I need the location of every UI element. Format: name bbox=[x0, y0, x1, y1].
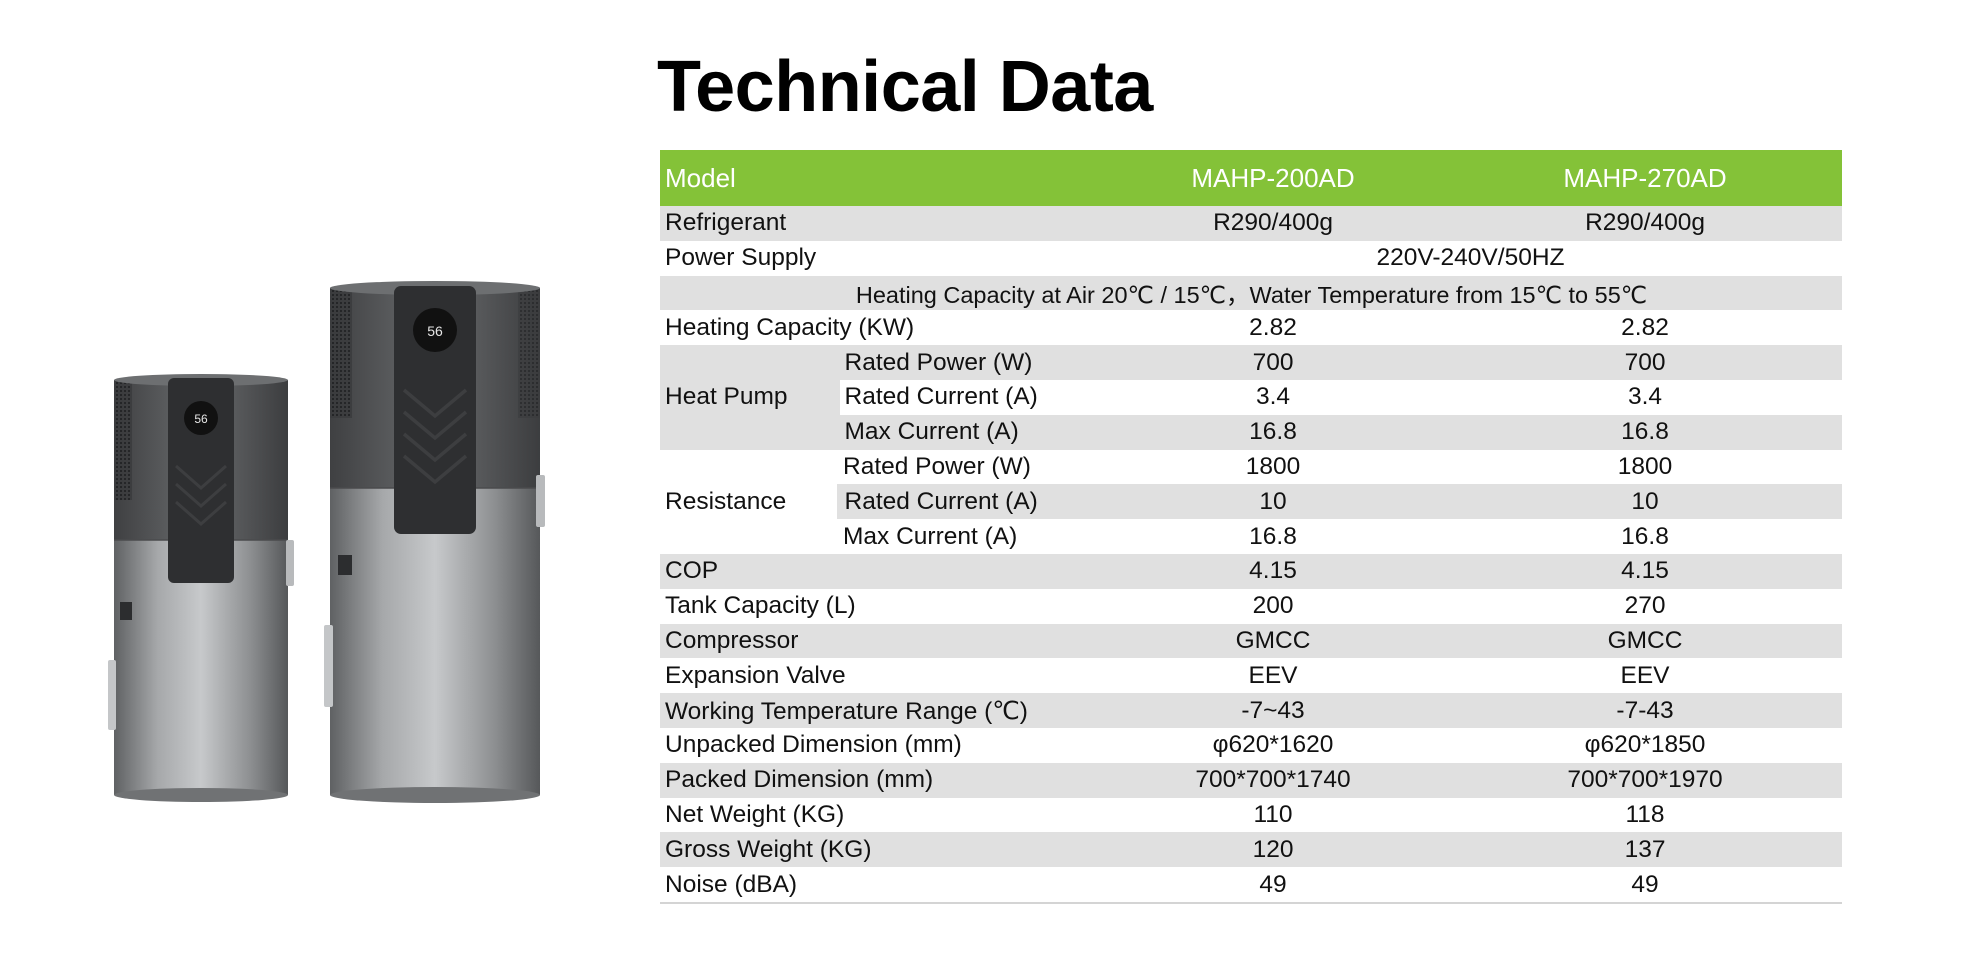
row-value-col1: EEV bbox=[1098, 658, 1448, 694]
table-row: Power Supply 220V-240V/50HZ bbox=[660, 240, 1843, 276]
row-label: Noise (dBA) bbox=[660, 867, 1099, 904]
table-row: Net Weight (KG) 110 118 bbox=[660, 797, 1843, 833]
row-value-col2: EEV bbox=[1447, 658, 1843, 694]
table-row: Heating Capacity (KW) 2.82 2.82 bbox=[660, 310, 1843, 346]
row-value-col1: GMCC bbox=[1098, 623, 1448, 659]
table-row: Heat Pump Rated Power (W) 700 700 bbox=[660, 345, 1843, 450]
heating-condition-note: Heating Capacity at Air 20℃ / 15℃，Water … bbox=[660, 275, 1843, 311]
row-value-col2: 49 bbox=[1447, 867, 1843, 904]
large-unit: 56 bbox=[324, 281, 545, 803]
small-unit-display-reading: 56 bbox=[194, 412, 208, 426]
row-value-col1: 2.82 bbox=[1098, 310, 1448, 346]
row-value-col1: 1800 bbox=[1098, 449, 1448, 485]
sub-row-label: Max Current (A) bbox=[838, 519, 1099, 554]
sub-row-label: Rated Power (W) bbox=[836, 345, 1099, 380]
row-value-col2: φ620*1850 bbox=[1447, 727, 1843, 763]
row-value-col1: 16.8 bbox=[1098, 519, 1448, 554]
row-value-col2: GMCC bbox=[1447, 623, 1843, 659]
table-row: Working Temperature Range (℃) -7~43 -7-4… bbox=[660, 693, 1843, 728]
row-label: Tank Capacity (L) bbox=[660, 588, 1099, 624]
row-value-col1: 16.8 bbox=[1098, 414, 1448, 450]
row-label: Power Supply bbox=[660, 240, 1099, 276]
header-model-270ad: MAHP-270AD bbox=[1447, 150, 1843, 206]
header-model-label: Model bbox=[660, 150, 1099, 206]
row-value-col2: 137 bbox=[1447, 832, 1843, 868]
row-value-col1: R290/400g bbox=[1098, 206, 1448, 241]
row-value-col1: 4.15 bbox=[1098, 553, 1448, 589]
technical-data-table: Model MAHP-200AD MAHP-270AD Refrigerant … bbox=[660, 150, 1843, 904]
row-value-col2: -7-43 bbox=[1447, 693, 1843, 728]
row-value-col1: φ620*1620 bbox=[1098, 727, 1448, 763]
table-row: Packed Dimension (mm) 700*700*1740 700*7… bbox=[660, 762, 1843, 798]
table-row: Rated Current (A) 10 10 bbox=[660, 484, 1843, 520]
row-value-col1: 120 bbox=[1098, 832, 1448, 868]
row-value-col1: 700 bbox=[1098, 345, 1448, 380]
table-header-row: Model MAHP-200AD MAHP-270AD bbox=[660, 150, 1843, 206]
table-row: Noise (dBA) 49 49 bbox=[660, 867, 1843, 904]
group-label-heat-pump: Heat Pump bbox=[660, 345, 838, 450]
row-value-col1: 200 bbox=[1098, 588, 1448, 624]
table-row: Max Current (A) 16.8 16.8 bbox=[660, 519, 1843, 554]
table-row: Gross Weight (KG) 120 137 bbox=[660, 832, 1843, 868]
sub-row-label: Rated Current (A) bbox=[836, 484, 1099, 520]
row-label: COP bbox=[660, 553, 1099, 589]
row-value-col1: 10 bbox=[1098, 484, 1448, 520]
row-label: Heating Capacity (KW) bbox=[660, 310, 1099, 346]
row-label: Compressor bbox=[660, 623, 1099, 659]
row-label: Gross Weight (KG) bbox=[660, 832, 1099, 868]
row-value-col1: 110 bbox=[1098, 797, 1448, 833]
table-row: Resistance Rated Power (W) 1800 1800 bbox=[660, 449, 1843, 554]
table-note-row: Heating Capacity at Air 20℃ / 15℃，Water … bbox=[660, 275, 1843, 311]
table-row: Rated Current (A) 3.4 3.4 bbox=[660, 379, 1843, 415]
group-label-resistance: Resistance bbox=[660, 449, 838, 554]
row-value-col1: -7~43 bbox=[1098, 693, 1448, 728]
row-label: Working Temperature Range (℃) bbox=[660, 693, 1099, 728]
heat-pump-units-illustration: 56 56 bbox=[108, 281, 545, 803]
row-value-col2: 16.8 bbox=[1447, 519, 1843, 554]
row-value-col2: 1800 bbox=[1447, 449, 1843, 485]
row-value-col2: 118 bbox=[1447, 797, 1843, 833]
row-value-col2: 2.82 bbox=[1447, 310, 1843, 346]
row-label: Unpacked Dimension (mm) bbox=[660, 727, 1099, 763]
row-value-col1: 700*700*1740 bbox=[1098, 762, 1448, 798]
row-value-col2: R290/400g bbox=[1447, 206, 1843, 241]
row-value-col1: 3.4 bbox=[1098, 379, 1448, 415]
header-model-200ad: MAHP-200AD bbox=[1098, 150, 1448, 206]
table-row: Compressor GMCC GMCC bbox=[660, 623, 1843, 659]
row-value-col1: 49 bbox=[1098, 867, 1448, 904]
table-row: COP 4.15 4.15 bbox=[660, 553, 1843, 589]
row-value-col2: 10 bbox=[1447, 484, 1843, 520]
row-label: Expansion Valve bbox=[660, 658, 1099, 694]
row-value-col2: 700*700*1970 bbox=[1447, 762, 1843, 798]
row-value-col2: 700 bbox=[1447, 345, 1843, 380]
row-value-col2: 16.8 bbox=[1447, 414, 1843, 450]
row-value-col2: 4.15 bbox=[1447, 553, 1843, 589]
table-row: Tank Capacity (L) 200 270 bbox=[660, 588, 1843, 624]
page-title: Technical Data bbox=[657, 47, 1153, 127]
table-row: Expansion Valve EEV EEV bbox=[660, 658, 1843, 694]
table-row: Refrigerant R290/400g R290/400g bbox=[660, 206, 1843, 241]
sub-row-label: Rated Power (W) bbox=[838, 449, 1099, 485]
large-unit-display-reading: 56 bbox=[427, 323, 443, 339]
row-value-merged: 220V-240V/50HZ bbox=[1098, 240, 1843, 276]
small-unit: 56 bbox=[108, 374, 294, 802]
table-row: Max Current (A) 16.8 16.8 bbox=[660, 414, 1843, 450]
sub-row-label: Max Current (A) bbox=[836, 414, 1099, 450]
row-value-col2: 3.4 bbox=[1447, 379, 1843, 415]
row-label: Net Weight (KG) bbox=[660, 797, 1099, 833]
sub-row-label: Rated Current (A) bbox=[836, 379, 1099, 415]
row-value-col2: 270 bbox=[1447, 588, 1843, 624]
row-label: Packed Dimension (mm) bbox=[660, 762, 1099, 798]
row-label: Refrigerant bbox=[660, 206, 1099, 241]
table-row: Unpacked Dimension (mm) φ620*1620 φ620*1… bbox=[660, 727, 1843, 763]
